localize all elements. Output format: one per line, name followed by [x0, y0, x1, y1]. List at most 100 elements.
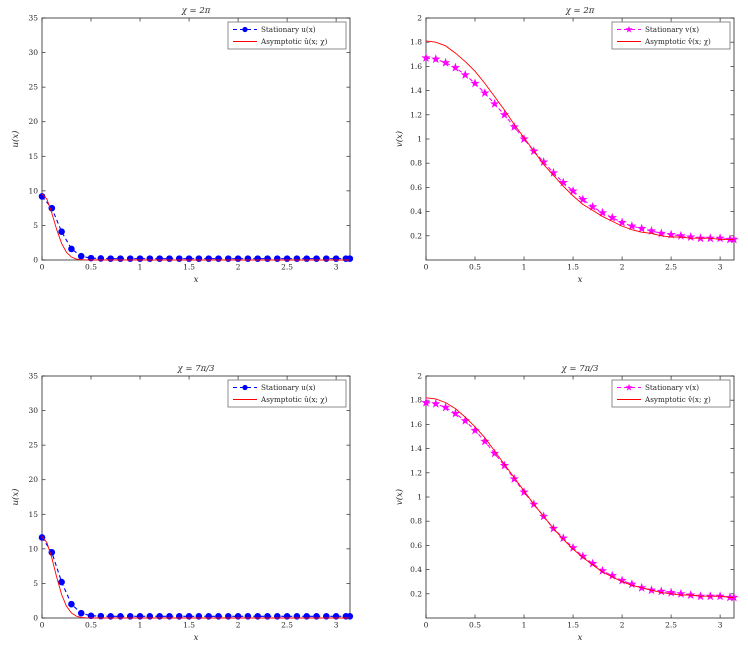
- y-tick-label: 1.6: [410, 420, 422, 429]
- x-tick-label: 2.5: [281, 263, 293, 272]
- x-tick-label: 2: [236, 621, 241, 630]
- x-tick-label: 0: [424, 621, 429, 630]
- star-marker: [509, 473, 519, 483]
- y-tick-label: 30: [28, 48, 38, 57]
- star-marker: [729, 592, 739, 602]
- y-axis-label: u(x): [10, 489, 21, 506]
- x-tick-label: 0.5: [469, 621, 481, 630]
- legend-label: Stationary v(x): [645, 25, 699, 34]
- y-axis-label: v(x): [394, 489, 405, 505]
- circle-marker: [68, 245, 75, 253]
- axes-box: [41, 17, 351, 261]
- y-tick-label: 1: [417, 135, 422, 144]
- y-tick-label: 20: [28, 475, 38, 484]
- star-marker: [558, 177, 568, 187]
- plot-v-chi-7pi3: 0 0.5 1 1.5 2 2.5 3 0.2 0.4 0.6 0.8 1 1.2 1.4 1.6 1.8 2 χ…: [394, 364, 739, 643]
- star-marker: [627, 221, 637, 231]
- legend-label: Asymptotic û(x; χ): [260, 37, 328, 46]
- legend-label: Stationary v(x): [645, 383, 699, 392]
- x-tick-label: 0: [424, 263, 429, 272]
- x-tick-label: 3: [718, 263, 723, 272]
- circle-marker: [205, 255, 212, 262]
- star-marker: [519, 134, 529, 143]
- circle-marker: [244, 255, 252, 262]
- y-axis-label: u(x): [10, 131, 21, 148]
- y-tick-label: 35: [28, 14, 38, 23]
- y-tick-label: 20: [28, 117, 38, 126]
- x-axis-label: x: [194, 633, 199, 643]
- y-tick-label: 0.2: [410, 589, 422, 598]
- y-tick-label: 1.4: [410, 444, 422, 453]
- y-tick-label: 10: [28, 544, 38, 553]
- plot-title: χ = 2π: [181, 6, 211, 16]
- y-axis-label: v(x): [394, 131, 405, 147]
- y-tick-label: 35: [28, 372, 38, 381]
- x-tick-label: 0.5: [469, 263, 481, 272]
- series-line: [41, 193, 350, 261]
- star-marker: [568, 186, 578, 196]
- star-marker: [460, 69, 470, 79]
- circle-marker: [323, 255, 330, 262]
- circle-marker: [77, 609, 85, 617]
- x-tick-label: 3: [718, 621, 723, 630]
- legend-label: Stationary u(x): [261, 25, 316, 34]
- legend-box: [611, 21, 731, 50]
- y-tick-label: 10: [28, 186, 38, 195]
- y-tick-label: 25: [28, 83, 38, 92]
- circle-marker: [136, 255, 144, 262]
- legend-label: Asymptotic v̂(x; χ): [644, 395, 711, 404]
- y-tick-label: 5: [33, 221, 38, 230]
- star-marker: [607, 212, 617, 222]
- circle-marker: [313, 255, 320, 262]
- star-marker: [617, 217, 627, 227]
- star-marker: [421, 53, 431, 62]
- x-tick-label: 1: [522, 263, 527, 272]
- legend-box: [611, 379, 731, 408]
- y-tick-label: 0.6: [410, 183, 422, 192]
- circle-marker: [273, 255, 281, 262]
- x-tick-label: 0.5: [85, 621, 97, 630]
- legend-circle-marker: [242, 26, 248, 33]
- x-tick-label: 1.5: [567, 263, 579, 272]
- x-tick-label: 1.5: [183, 621, 195, 630]
- circle-marker: [332, 255, 340, 262]
- circle-marker: [283, 255, 291, 262]
- plot-title: χ = 7π/3: [561, 364, 599, 374]
- circle-marker: [303, 255, 311, 262]
- x-tick-label: 3: [334, 621, 339, 630]
- y-tick-label: 1.8: [410, 38, 422, 47]
- y-tick-label: 1.8: [410, 396, 422, 405]
- star-marker: [499, 460, 510, 470]
- legend-label: Stationary u(x): [261, 383, 316, 392]
- x-axis-label: x: [578, 275, 583, 285]
- circle-marker: [117, 255, 124, 262]
- star-marker: [646, 226, 657, 235]
- y-tick-label: 0.2: [410, 231, 422, 240]
- x-tick-label: 0: [40, 263, 45, 272]
- star-marker: [480, 88, 490, 98]
- y-tick-label: 0.4: [410, 565, 422, 574]
- y-tick-label: 0.4: [410, 207, 422, 216]
- circle-marker: [87, 612, 95, 620]
- x-tick-label: 1.5: [567, 621, 579, 630]
- plot-v-chi-2pi: 0 0.5 1 1.5 2 2.5 3 0.2 0.4 0.6 0.8 1 1.2 1.4 1.6 1.8 2 χ…: [394, 6, 739, 285]
- legend-box: [227, 21, 347, 50]
- x-axis-label: x: [578, 633, 583, 643]
- axes-box: [425, 375, 735, 619]
- y-tick-label: 2: [417, 372, 422, 381]
- y-tick-label: 1.2: [410, 468, 422, 477]
- circle-marker: [166, 255, 173, 262]
- y-tick-label: 30: [28, 406, 38, 415]
- star-marker: [440, 57, 451, 67]
- y-tick-label: 15: [28, 152, 38, 161]
- x-tick-label: 2: [620, 621, 625, 630]
- star-marker: [489, 98, 500, 108]
- star-marker: [431, 398, 441, 408]
- legend-star-marker: [625, 25, 633, 33]
- star-marker: [666, 229, 676, 239]
- y-tick-label: 0: [33, 614, 38, 623]
- y-tick-label: 5: [33, 579, 38, 588]
- y-tick-label: 1.6: [410, 62, 422, 71]
